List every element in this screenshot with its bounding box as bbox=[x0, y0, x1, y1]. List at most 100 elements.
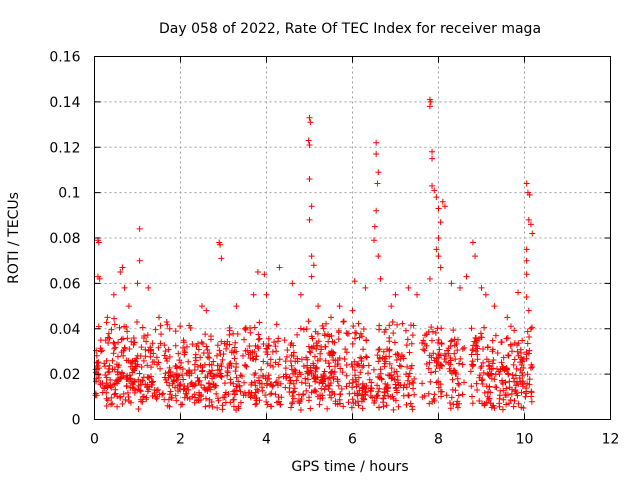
data-point bbox=[157, 365, 164, 372]
data-point bbox=[191, 361, 198, 368]
data-point bbox=[449, 386, 456, 393]
data-point bbox=[157, 340, 164, 347]
data-point bbox=[184, 383, 191, 390]
data-point bbox=[523, 246, 530, 253]
data-point bbox=[525, 307, 532, 314]
data-point bbox=[239, 352, 246, 359]
data-point bbox=[132, 358, 139, 365]
data-point bbox=[123, 383, 130, 390]
data-point bbox=[275, 394, 282, 401]
data-point bbox=[150, 350, 157, 357]
data-point bbox=[469, 346, 476, 353]
data-point bbox=[306, 348, 313, 355]
data-point bbox=[233, 364, 240, 371]
data-point bbox=[386, 360, 393, 367]
data-point bbox=[202, 331, 209, 338]
data-point bbox=[326, 363, 333, 370]
data-point bbox=[218, 374, 225, 381]
data-point bbox=[325, 385, 332, 392]
data-point bbox=[263, 380, 270, 387]
data-point bbox=[342, 346, 349, 353]
data-point bbox=[429, 182, 436, 189]
data-point bbox=[405, 392, 412, 399]
data-point bbox=[208, 367, 215, 374]
data-point bbox=[255, 388, 262, 395]
data-point bbox=[349, 376, 356, 383]
data-point bbox=[437, 264, 444, 271]
data-point bbox=[338, 386, 345, 393]
data-point bbox=[198, 382, 205, 389]
data-point bbox=[491, 376, 498, 383]
data-point bbox=[426, 275, 433, 282]
data-point bbox=[195, 346, 202, 353]
data-point bbox=[405, 373, 412, 380]
data-point bbox=[217, 241, 224, 248]
data-point bbox=[186, 395, 193, 402]
data-point bbox=[519, 372, 526, 379]
data-point bbox=[476, 374, 483, 381]
data-point bbox=[378, 375, 385, 382]
data-point bbox=[102, 372, 109, 379]
data-point bbox=[109, 366, 116, 373]
data-point bbox=[526, 334, 533, 341]
data-point bbox=[174, 373, 181, 380]
data-point bbox=[503, 335, 510, 342]
data-point bbox=[491, 303, 498, 310]
data-point bbox=[125, 303, 132, 310]
data-point bbox=[119, 400, 126, 407]
data-point bbox=[395, 403, 402, 410]
data-point bbox=[211, 384, 218, 391]
data-point bbox=[104, 314, 111, 321]
data-point bbox=[363, 382, 370, 389]
data-point bbox=[340, 403, 347, 410]
data-point bbox=[290, 342, 297, 349]
data-point bbox=[95, 374, 102, 381]
data-point bbox=[304, 356, 311, 363]
data-point bbox=[480, 369, 487, 376]
data-point bbox=[486, 372, 493, 379]
data-point bbox=[380, 348, 387, 355]
data-point bbox=[376, 322, 383, 329]
data-point bbox=[206, 350, 213, 357]
data-point bbox=[291, 366, 298, 373]
data-point bbox=[437, 381, 444, 388]
data-point bbox=[476, 372, 483, 379]
data-point bbox=[230, 380, 237, 387]
data-point bbox=[297, 325, 304, 332]
data-point bbox=[523, 293, 530, 300]
data-point bbox=[133, 355, 140, 362]
data-point bbox=[226, 327, 233, 334]
data-point bbox=[369, 394, 376, 401]
data-point bbox=[480, 359, 487, 366]
data-point bbox=[311, 353, 318, 360]
data-point bbox=[371, 237, 377, 244]
data-point bbox=[267, 391, 274, 398]
data-point bbox=[215, 397, 222, 404]
data-point bbox=[386, 347, 393, 354]
data-point bbox=[519, 337, 526, 344]
data-point bbox=[359, 380, 366, 387]
data-point bbox=[527, 325, 534, 332]
data-point bbox=[132, 387, 139, 394]
data-point bbox=[345, 399, 352, 406]
data-point bbox=[216, 347, 223, 354]
data-point bbox=[259, 384, 265, 391]
data-point bbox=[291, 385, 298, 392]
data-point bbox=[205, 379, 212, 386]
data-point bbox=[292, 358, 299, 365]
data-point bbox=[473, 343, 480, 350]
data-point bbox=[143, 338, 150, 345]
data-point bbox=[426, 352, 433, 359]
data-point bbox=[248, 381, 255, 388]
data-point bbox=[292, 367, 299, 374]
data-point bbox=[356, 387, 363, 394]
data-point bbox=[411, 391, 418, 398]
data-point bbox=[523, 271, 530, 278]
data-point bbox=[500, 354, 507, 361]
data-point bbox=[435, 235, 442, 241]
data-point bbox=[166, 372, 173, 379]
data-point bbox=[472, 348, 479, 355]
data-point bbox=[391, 369, 398, 376]
data-point bbox=[243, 363, 250, 370]
data-point bbox=[267, 356, 274, 363]
